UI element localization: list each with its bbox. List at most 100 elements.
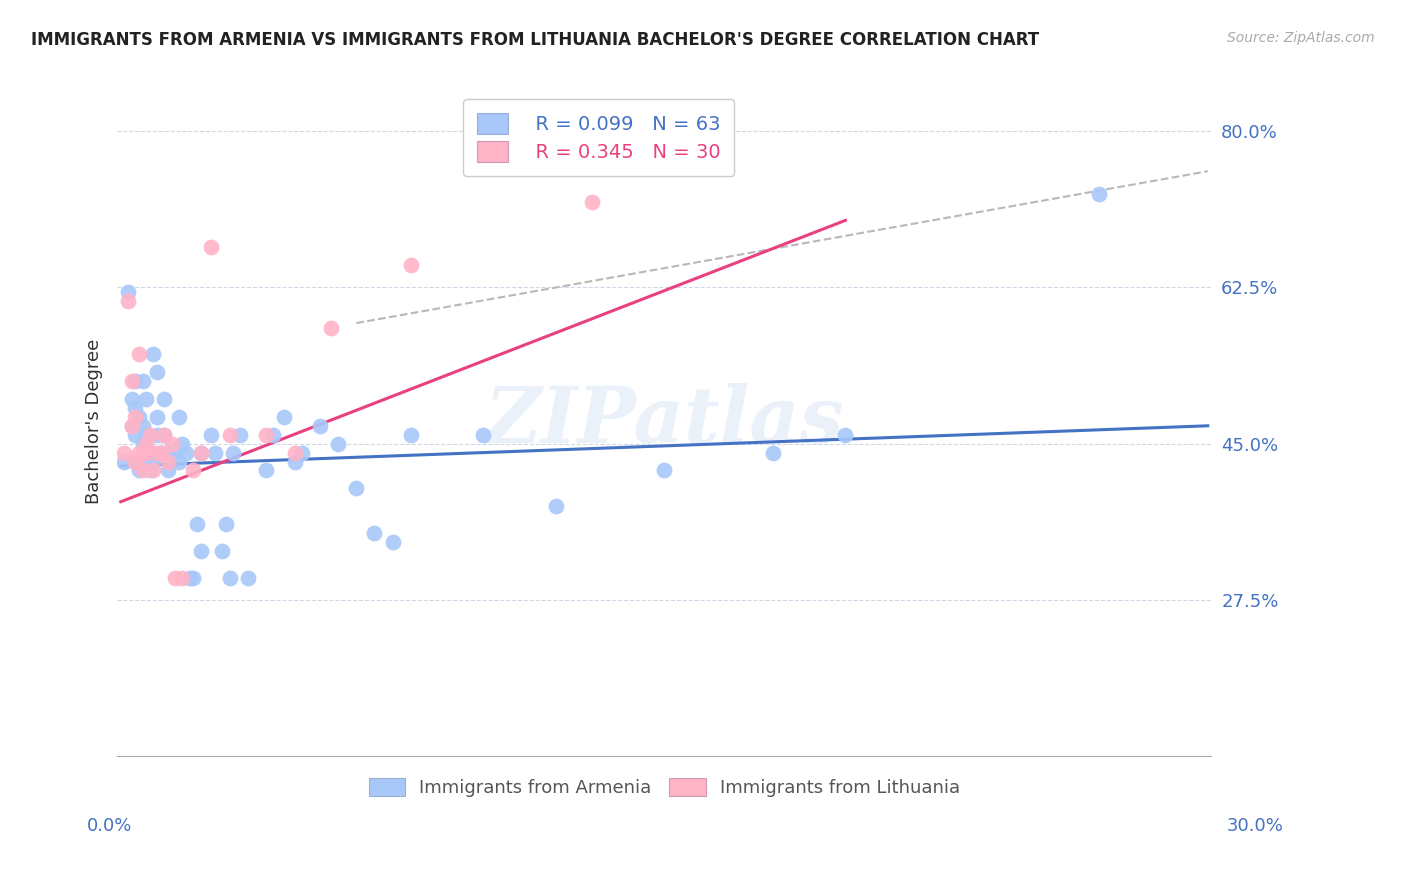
Point <box>229 427 252 442</box>
Point <box>652 463 675 477</box>
Point <box>190 544 212 558</box>
Point <box>544 499 567 513</box>
Point <box>211 544 233 558</box>
Point <box>167 409 190 424</box>
Point <box>222 445 245 459</box>
Point <box>142 347 165 361</box>
Point <box>128 409 150 424</box>
Point <box>117 293 139 308</box>
Point <box>190 445 212 459</box>
Point <box>472 427 495 442</box>
Point <box>179 571 201 585</box>
Y-axis label: Bachelor's Degree: Bachelor's Degree <box>86 339 103 504</box>
Point <box>124 401 146 415</box>
Point <box>124 427 146 442</box>
Point <box>124 374 146 388</box>
Point <box>172 571 194 585</box>
Point <box>131 418 153 433</box>
Point <box>135 427 157 442</box>
Point <box>200 240 222 254</box>
Point <box>319 320 342 334</box>
Point <box>328 436 350 450</box>
Point <box>153 392 176 406</box>
Point <box>254 427 277 442</box>
Point <box>399 427 422 442</box>
Point <box>131 463 153 477</box>
Point <box>218 427 240 442</box>
Point <box>128 463 150 477</box>
Point <box>114 454 136 468</box>
Point <box>139 427 162 442</box>
Point <box>160 436 183 450</box>
Point <box>200 427 222 442</box>
Point <box>174 445 197 459</box>
Point <box>165 571 187 585</box>
Point <box>309 418 332 433</box>
Point <box>215 516 238 531</box>
Point <box>181 571 204 585</box>
Point <box>135 436 157 450</box>
Point <box>149 445 172 459</box>
Point <box>139 445 162 459</box>
Point <box>146 445 169 459</box>
Point <box>149 445 172 459</box>
Point <box>363 526 385 541</box>
Point <box>146 365 169 379</box>
Point <box>399 258 422 272</box>
Point <box>146 409 169 424</box>
Point <box>131 374 153 388</box>
Point <box>128 454 150 468</box>
Point <box>128 347 150 361</box>
Point <box>204 445 226 459</box>
Point <box>121 392 143 406</box>
Point <box>165 445 187 459</box>
Point <box>284 454 307 468</box>
Text: 30.0%: 30.0% <box>1227 817 1284 835</box>
Point <box>156 463 179 477</box>
Point <box>1088 186 1111 201</box>
Legend: Immigrants from Armenia, Immigrants from Lithuania: Immigrants from Armenia, Immigrants from… <box>361 771 967 805</box>
Point <box>167 454 190 468</box>
Point <box>131 436 153 450</box>
Point <box>284 445 307 459</box>
Point <box>121 418 143 433</box>
Point <box>160 445 183 459</box>
Text: IMMIGRANTS FROM ARMENIA VS IMMIGRANTS FROM LITHUANIA BACHELOR'S DEGREE CORRELATI: IMMIGRANTS FROM ARMENIA VS IMMIGRANTS FR… <box>31 31 1039 49</box>
Point <box>142 463 165 477</box>
Point <box>254 463 277 477</box>
Point <box>156 445 179 459</box>
Point <box>172 436 194 450</box>
Point <box>121 374 143 388</box>
Point <box>190 445 212 459</box>
Point <box>135 445 157 459</box>
Point <box>153 427 176 442</box>
Point <box>135 392 157 406</box>
Text: ZIPatlas: ZIPatlas <box>485 383 844 459</box>
Point <box>156 454 179 468</box>
Point <box>236 571 259 585</box>
Point <box>381 535 404 549</box>
Point <box>762 445 785 459</box>
Point <box>834 427 856 442</box>
Point <box>142 454 165 468</box>
Point <box>124 409 146 424</box>
Point <box>114 445 136 459</box>
Point <box>262 427 284 442</box>
Point <box>124 454 146 468</box>
Point <box>153 427 176 442</box>
Point <box>344 481 367 495</box>
Point <box>146 427 169 442</box>
Point <box>218 571 240 585</box>
Point <box>273 409 295 424</box>
Point <box>291 445 314 459</box>
Point <box>186 516 208 531</box>
Point <box>581 195 603 210</box>
Text: Source: ZipAtlas.com: Source: ZipAtlas.com <box>1227 31 1375 45</box>
Point <box>181 463 204 477</box>
Point <box>121 418 143 433</box>
Text: 0.0%: 0.0% <box>87 817 132 835</box>
Point <box>131 445 153 459</box>
Point <box>117 285 139 299</box>
Point <box>139 463 162 477</box>
Point <box>128 445 150 459</box>
